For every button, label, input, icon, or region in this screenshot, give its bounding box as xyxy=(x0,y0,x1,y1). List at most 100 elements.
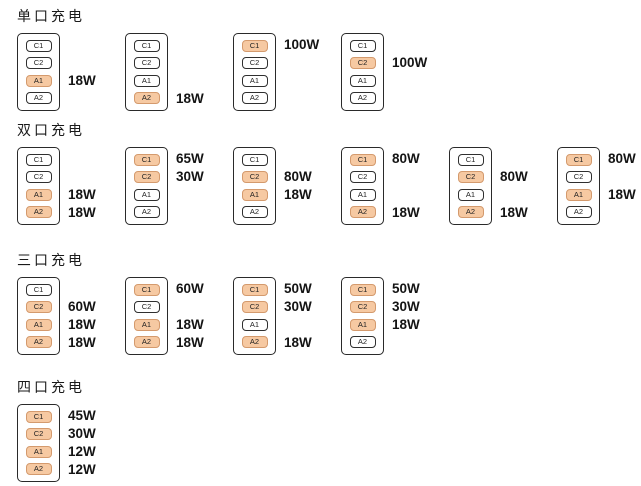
section-title: 四口充电 xyxy=(17,380,85,396)
port-a2: A2 xyxy=(349,336,376,349)
port-label: A2 xyxy=(33,207,44,217)
port-label: A2 xyxy=(465,207,476,217)
watt-labels: 45W 30W 12W 12W xyxy=(68,404,114,482)
port-c2: C2 xyxy=(25,57,52,70)
port-c2: C2 xyxy=(133,171,160,184)
watt-label: 18W xyxy=(68,205,96,220)
device-outline: C1 C2 A1 A2 xyxy=(557,147,600,225)
port-label: A1 xyxy=(465,189,476,199)
port-label: C1 xyxy=(33,284,44,294)
port-c2: C2 xyxy=(25,171,52,184)
port-label: A2 xyxy=(249,93,260,103)
port-label: A1 xyxy=(573,189,584,199)
port-a2: A2 xyxy=(241,206,268,219)
port-label: C1 xyxy=(141,40,152,50)
device-outline: C1 C2 A1 A2 xyxy=(449,147,492,225)
port-label: C1 xyxy=(249,154,260,164)
port-label: C2 xyxy=(33,429,44,439)
port-label: A1 xyxy=(141,189,152,199)
port-label: A2 xyxy=(357,207,368,217)
port-label: C2 xyxy=(573,172,584,182)
port-a1: A1 xyxy=(241,74,268,87)
watt-label: 30W xyxy=(68,426,96,441)
port-label: A2 xyxy=(249,207,260,217)
device-outline: C1 C2 A1 A2 xyxy=(233,277,276,355)
port-a1: A1 xyxy=(133,318,160,331)
watt-label: 18W xyxy=(68,187,96,202)
port-label: C2 xyxy=(357,58,368,68)
watt-labels: 80W 18W xyxy=(392,147,438,225)
watt-labels: 65W 30W xyxy=(176,147,222,225)
port-c1: C1 xyxy=(133,283,160,296)
device-outline: C1 C2 A1 A2 xyxy=(17,277,60,355)
port-a2: A2 xyxy=(349,92,376,105)
port-a2: A2 xyxy=(241,92,268,105)
watt-labels: 18W 18W xyxy=(68,147,114,225)
device-outline: C1 C2 A1 A2 xyxy=(125,277,168,355)
port-label: C2 xyxy=(249,172,260,182)
port-label: A2 xyxy=(33,93,44,103)
port-a1: A1 xyxy=(457,188,484,201)
port-label: A2 xyxy=(357,337,368,347)
port-label: A2 xyxy=(141,207,152,217)
port-label: A1 xyxy=(249,75,260,85)
port-a2: A2 xyxy=(133,336,160,349)
port-c1: C1 xyxy=(25,410,52,423)
charger-device: C1 C2 A1 A2 80W 18W xyxy=(341,147,438,225)
charger-device: C1 C2 A1 A2 80W 18W xyxy=(557,147,641,225)
watt-label: 45W xyxy=(68,408,96,423)
watt-label: 18W xyxy=(284,187,312,202)
port-label: C1 xyxy=(33,154,44,164)
port-label: A1 xyxy=(33,319,44,329)
charger-device: C1 C2 A1 A2 45W 30W 12W 12W xyxy=(17,404,114,482)
port-c2: C2 xyxy=(133,301,160,314)
port-a1: A1 xyxy=(25,318,52,331)
port-label: A2 xyxy=(33,464,44,474)
watt-labels: 100W xyxy=(284,33,330,111)
watt-label: 18W xyxy=(176,317,204,332)
port-c1: C1 xyxy=(241,283,268,296)
port-a2: A2 xyxy=(25,92,52,105)
port-c1: C1 xyxy=(25,283,52,296)
watt-labels: 100W xyxy=(392,33,438,111)
section-title: 三口充电 xyxy=(17,253,85,269)
watt-labels: 50W 30W 18W xyxy=(284,277,330,355)
port-c1: C1 xyxy=(25,153,52,166)
charger-device: C1 C2 A1 A2 18W 18W xyxy=(17,147,114,225)
port-c2: C2 xyxy=(349,171,376,184)
port-label: C2 xyxy=(33,58,44,68)
watt-labels: 18W xyxy=(176,33,222,111)
watt-label: 50W xyxy=(284,281,312,296)
port-c1: C1 xyxy=(349,153,376,166)
port-c1: C1 xyxy=(349,283,376,296)
port-label: C2 xyxy=(357,172,368,182)
port-a1: A1 xyxy=(349,188,376,201)
port-label: C2 xyxy=(249,302,260,312)
device-outline: C1 C2 A1 A2 xyxy=(233,147,276,225)
port-label: C1 xyxy=(249,40,260,50)
watt-labels: 50W 30W 18W xyxy=(392,277,438,355)
port-a1: A1 xyxy=(565,188,592,201)
port-label: A1 xyxy=(357,319,368,329)
port-label: A2 xyxy=(573,207,584,217)
port-c2: C2 xyxy=(241,57,268,70)
watt-label: 30W xyxy=(284,299,312,314)
watt-labels: 60W 18W 18W xyxy=(176,277,222,355)
watt-label: 18W xyxy=(176,91,204,106)
watt-label: 80W xyxy=(392,151,420,166)
device-outline: C1 C2 A1 A2 xyxy=(125,147,168,225)
port-label: C1 xyxy=(357,40,368,50)
watt-label: 100W xyxy=(392,55,428,70)
port-label: C2 xyxy=(141,58,152,68)
port-label: C2 xyxy=(465,172,476,182)
port-label: C2 xyxy=(33,172,44,182)
port-a1: A1 xyxy=(241,188,268,201)
charger-device: C1 C2 A1 A2 60W 18W 18W xyxy=(125,277,222,355)
device-outline: C1 C2 A1 A2 xyxy=(17,147,60,225)
watt-labels: 18W xyxy=(68,33,114,111)
device-outline: C1 C2 A1 A2 xyxy=(17,33,60,111)
charger-device: C1 C2 A1 A2 80W 18W xyxy=(233,147,330,225)
watt-label: 12W xyxy=(68,444,96,459)
port-c2: C2 xyxy=(457,171,484,184)
